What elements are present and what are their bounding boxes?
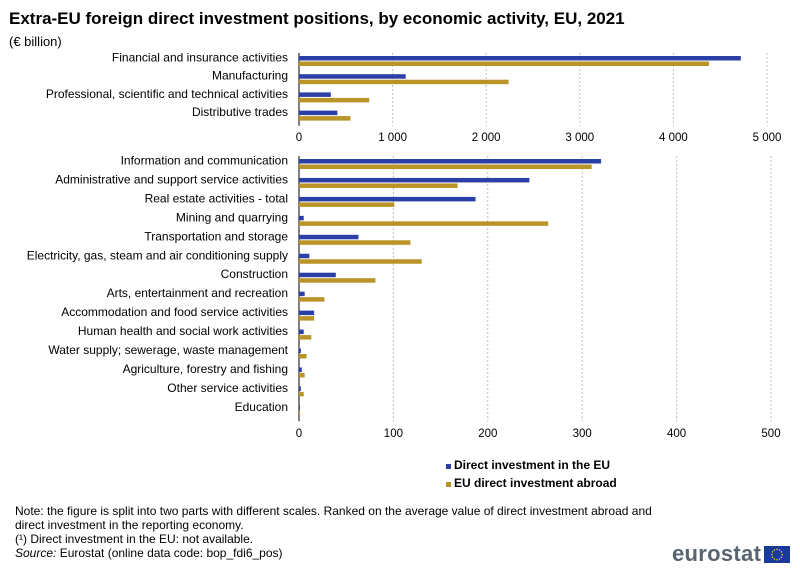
category-label: Financial and insurance activities — [112, 51, 288, 65]
bar — [299, 367, 302, 372]
chart-title: Extra-EU foreign direct investment posit… — [9, 9, 625, 28]
flag-star — [780, 550, 783, 553]
x-tick-label: 500 — [761, 428, 780, 440]
bar — [299, 164, 592, 169]
eurostat-logo: eurostat — [672, 541, 791, 567]
bar — [299, 391, 304, 397]
category-label: Electricity, gas, steam and air conditio… — [27, 248, 288, 262]
category-label: Professional, scientific and technical a… — [46, 87, 288, 101]
eu-flag-icon — [764, 545, 791, 563]
chart-notes: Note: the figure is split into two parts… — [15, 504, 675, 560]
category-label: Agriculture, forestry and fishing — [123, 362, 288, 376]
footnote-text: (¹) Direct investment in the EU: not ava… — [15, 532, 254, 546]
bar — [299, 183, 458, 188]
category-label: Manufacturing — [212, 69, 288, 83]
bar — [299, 234, 359, 240]
bar-chart: 0 1 000 2 000 3 000 4 000 5 000 Financial and … — [27, 51, 782, 491]
flag-star — [773, 557, 776, 560]
bar — [299, 221, 549, 226]
bar — [299, 329, 304, 335]
x-tick-label: 300 — [573, 428, 592, 440]
bar — [299, 97, 370, 103]
legend-swatch — [446, 482, 451, 487]
bar — [299, 405, 300, 410]
bar — [299, 259, 422, 264]
flag-star — [781, 553, 784, 555]
bar — [299, 291, 305, 297]
flag-star — [771, 555, 774, 558]
chart-panel-1: 0 1 000 2 000 3 000 4 000 5 000 Financial and … — [46, 51, 782, 145]
x-tick-label: 200 — [478, 428, 497, 440]
category-label: Human health and social work activities — [78, 324, 288, 338]
bar — [299, 116, 351, 121]
x-tick-label: 1 000 — [378, 132, 407, 144]
category-label: Accommodation and food service activitie… — [61, 305, 288, 319]
category-label: Administrative and support service activ… — [55, 172, 288, 186]
bar — [299, 79, 509, 85]
category-label: Real estate activities - total — [145, 191, 288, 205]
bar — [299, 316, 315, 321]
category-label: Information and communication — [121, 154, 288, 168]
x-tick-label: 2 000 — [472, 132, 501, 144]
category-label: Other service activities — [167, 381, 288, 395]
bar — [299, 372, 305, 378]
note-text: Note: the figure is split into two parts… — [15, 504, 652, 532]
x-tick-label: 0 — [296, 428, 302, 440]
bar — [299, 310, 315, 316]
bar — [299, 354, 307, 359]
bar — [299, 110, 338, 116]
source-line: Source: Eurostat (online data code: bop_… — [15, 546, 675, 560]
category-label: Distributive trades — [192, 105, 288, 119]
bar — [299, 253, 310, 259]
bar — [299, 56, 741, 61]
category-label: Transportation and storage — [144, 229, 288, 243]
bar — [299, 297, 325, 302]
bar — [299, 92, 331, 97]
category-label: Education — [235, 400, 288, 414]
bar — [299, 74, 406, 79]
category-label: Water supply; sewerage, waste management — [48, 343, 288, 357]
flag-background — [764, 545, 791, 563]
bar — [299, 278, 376, 283]
flag-star — [771, 553, 773, 555]
flag-star — [776, 548, 778, 550]
category-label: Construction — [221, 267, 288, 281]
brand-wordmark: eurostat — [672, 541, 762, 566]
source-text: Eurostat (online data code: bop_fdi6_pos… — [56, 546, 283, 560]
bar — [299, 215, 304, 221]
flag-star — [776, 558, 778, 560]
flag-star — [779, 548, 781, 551]
bar — [299, 159, 602, 164]
bar — [299, 272, 336, 278]
x-tick-label: 0 — [296, 132, 302, 144]
flag-star — [773, 548, 776, 551]
legend-label: EU direct investment abroad — [454, 476, 617, 490]
bar — [299, 240, 411, 245]
x-tick-label: 400 — [667, 428, 686, 440]
x-tick-label: 4 000 — [659, 132, 688, 144]
bar — [299, 410, 300, 416]
legend-swatch — [446, 464, 451, 469]
bar — [299, 202, 395, 207]
chart-panel-2: 0 100 200 300 400 500 Information and communic… — [27, 154, 781, 441]
category-label: Mining and quarrying — [176, 210, 288, 224]
flag-star — [771, 550, 774, 553]
flag-star — [780, 555, 783, 558]
source-label: Source: — [15, 546, 57, 560]
chart-subtitle: (€ billion) — [9, 34, 62, 49]
bar — [299, 177, 530, 183]
flag-star — [779, 557, 781, 560]
category-label: Arts, entertainment and recreation — [107, 286, 288, 300]
bar — [299, 348, 301, 353]
bar — [299, 196, 476, 202]
bar — [299, 335, 312, 340]
bar — [299, 386, 301, 391]
x-tick-label: 100 — [384, 428, 403, 440]
legend-label: Direct investment in the EU — [454, 458, 610, 472]
legend: Direct investment in the EU EU direct inv… — [446, 458, 617, 490]
x-tick-label: 5 000 — [753, 132, 782, 144]
x-tick-label: 3 000 — [565, 132, 594, 144]
bar — [299, 61, 709, 66]
